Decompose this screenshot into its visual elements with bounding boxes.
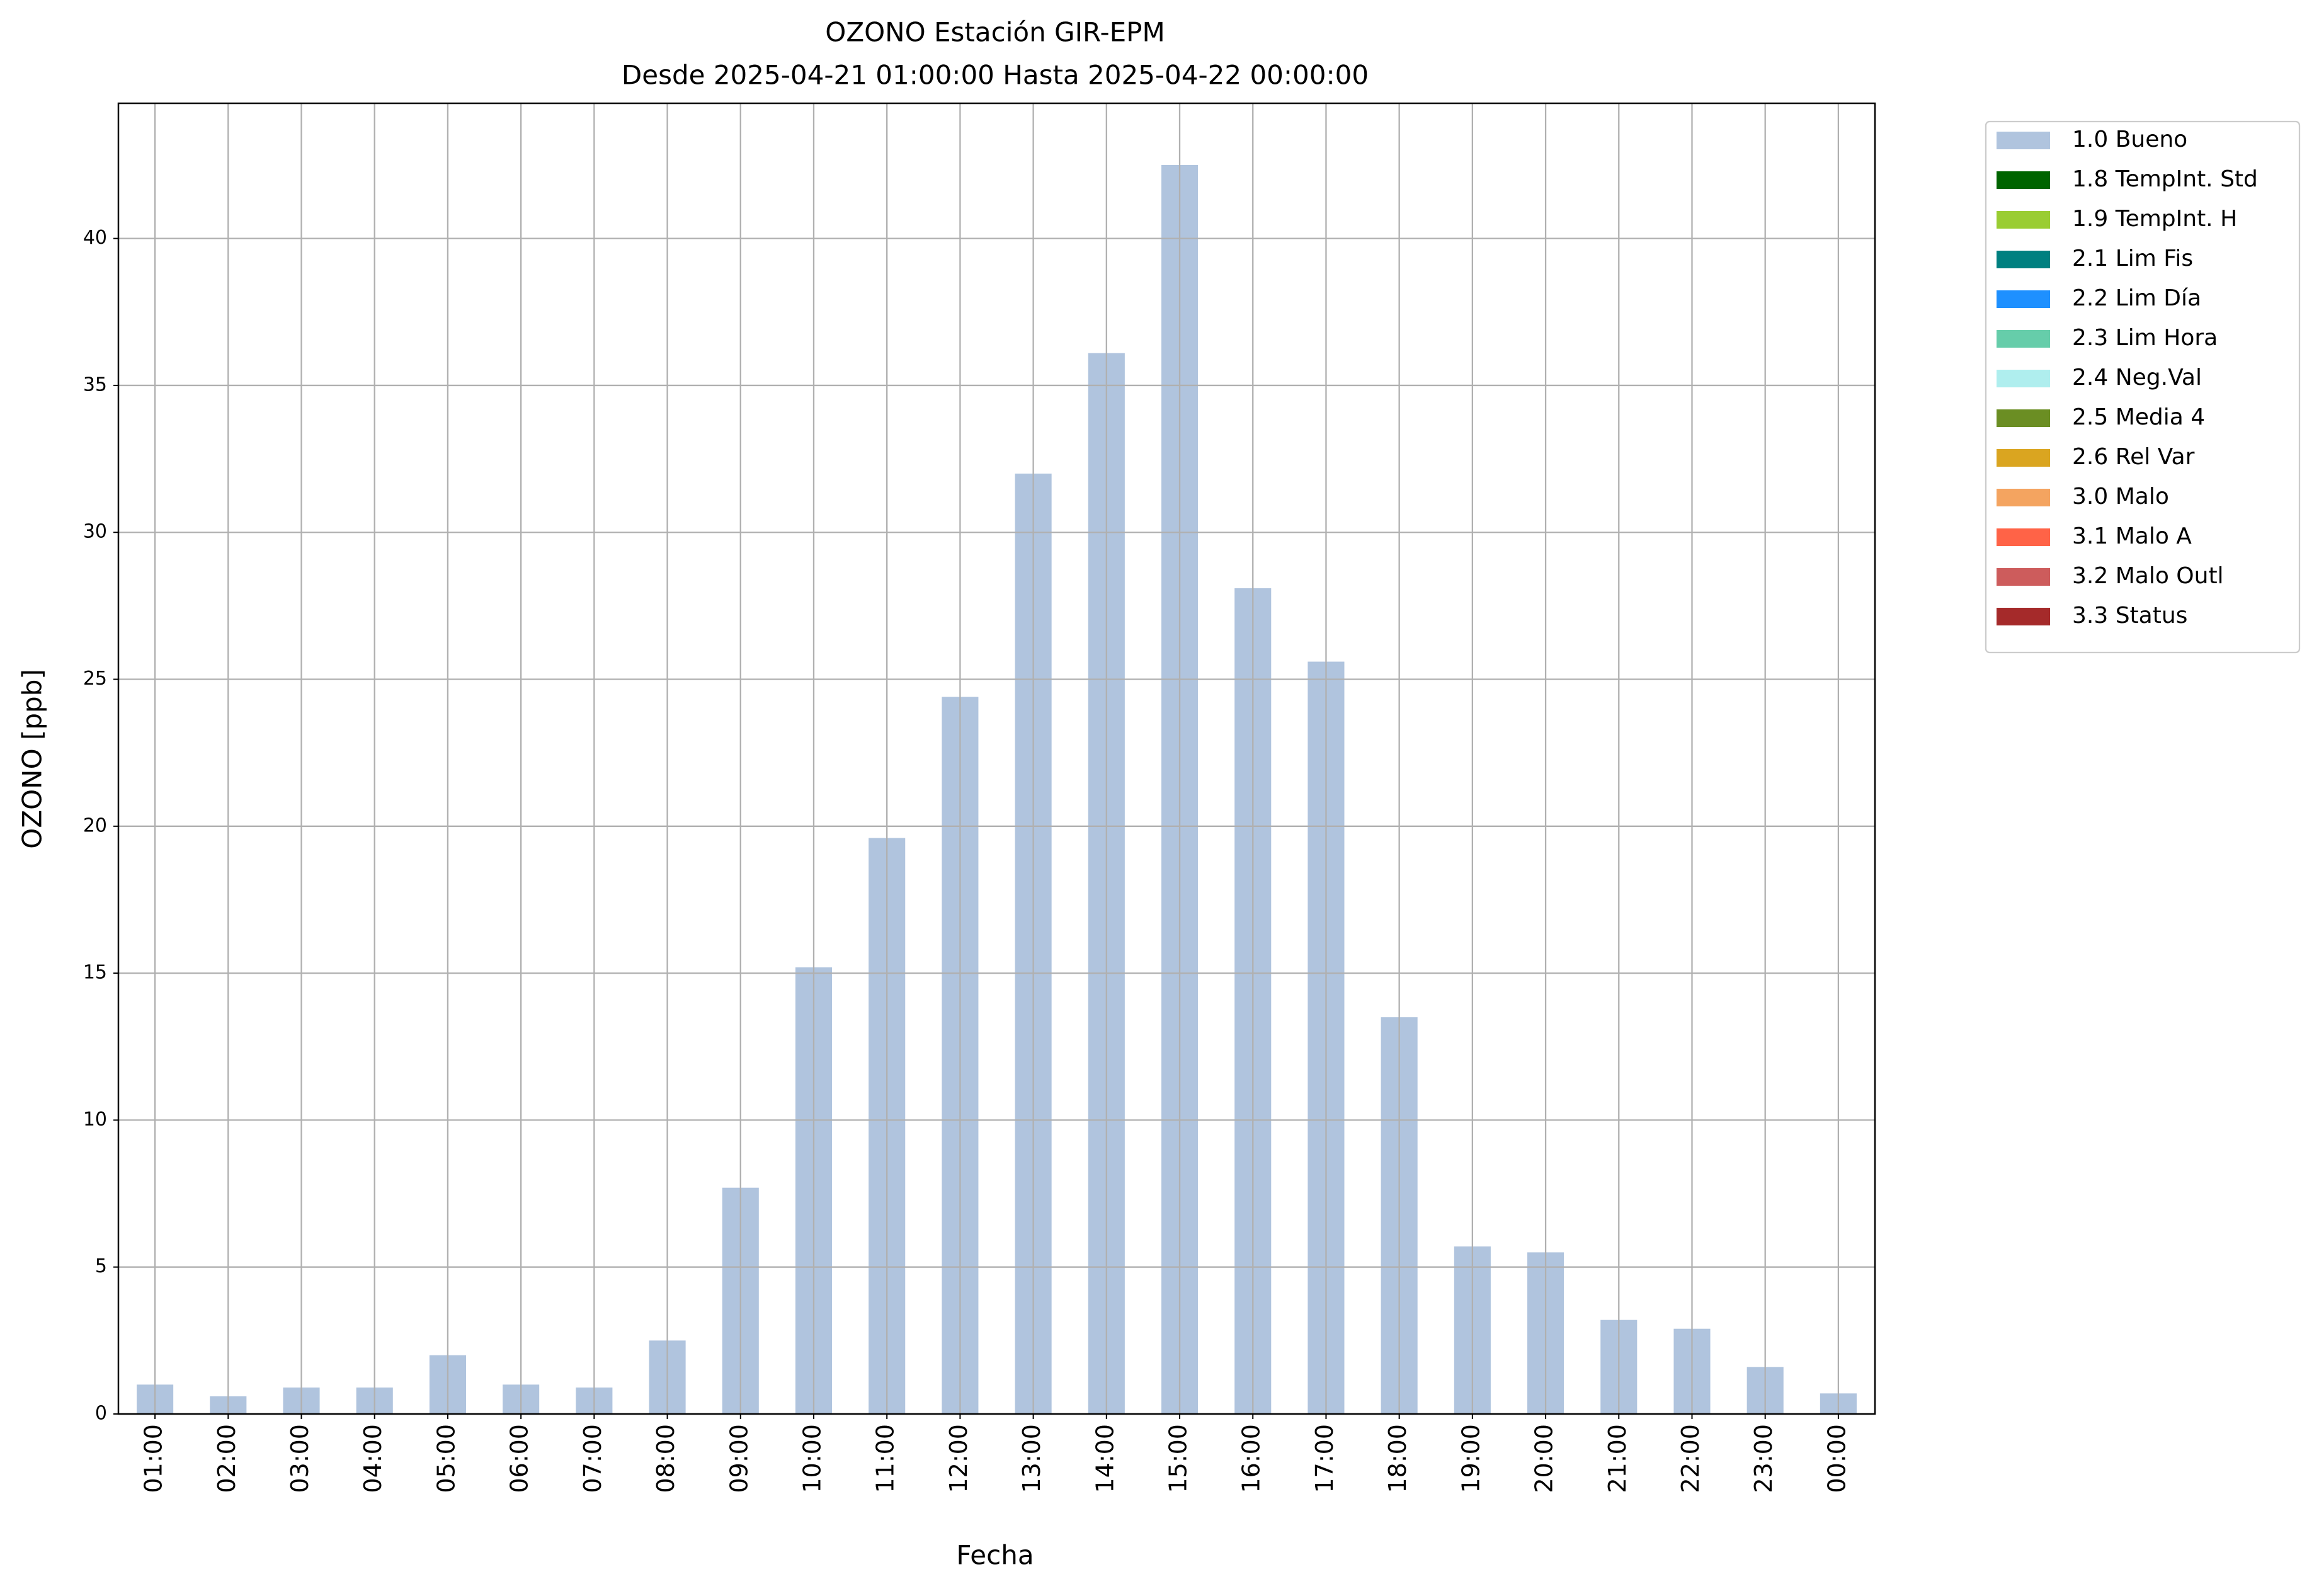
- x-tick-label: 21:00: [1604, 1424, 1631, 1493]
- x-tick-label: 12:00: [945, 1424, 972, 1493]
- legend-swatch: [1997, 409, 2050, 427]
- legend-swatch: [1997, 528, 2050, 546]
- legend-label: 2.4 Neg.Val: [2072, 365, 2202, 390]
- x-tick-label: 08:00: [652, 1424, 680, 1493]
- x-tick-label: 05:00: [432, 1424, 460, 1493]
- legend-label: 1.0 Bueno: [2072, 127, 2187, 152]
- y-tick-label: 20: [83, 814, 107, 836]
- x-tick-label: 19:00: [1457, 1424, 1484, 1493]
- chart-title: OZONO Estación GIR-EPM: [825, 17, 1165, 48]
- x-tick-label: 18:00: [1384, 1424, 1411, 1493]
- y-tick-label: 0: [95, 1403, 107, 1425]
- x-tick-label: 01:00: [140, 1424, 168, 1493]
- x-tick-label: 04:00: [359, 1424, 387, 1493]
- x-tick-label: 10:00: [798, 1424, 826, 1493]
- y-tick-label: 40: [83, 227, 107, 249]
- legend-label: 3.2 Malo Outl: [2072, 563, 2224, 589]
- x-tick-label: 16:00: [1238, 1424, 1265, 1493]
- legend-label: 2.3 Lim Hora: [2072, 325, 2218, 351]
- y-tick-label: 15: [83, 962, 107, 984]
- legend-label: 2.5 Media 4: [2072, 404, 2205, 430]
- legend-swatch: [1997, 251, 2050, 268]
- y-tick-label: 10: [83, 1109, 107, 1131]
- legend-swatch: [1997, 608, 2050, 625]
- x-tick-label: 17:00: [1311, 1424, 1338, 1493]
- legend-label: 2.6 Rel Var: [2072, 444, 2195, 470]
- legend-label: 1.8 TempInt. Std: [2072, 166, 2258, 192]
- legend-swatch: [1997, 290, 2050, 308]
- legend-label: 3.1 Malo A: [2072, 523, 2192, 549]
- y-tick-label: 5: [95, 1255, 107, 1277]
- x-tick-label: 23:00: [1750, 1424, 1777, 1493]
- x-tick-label: 11:00: [872, 1424, 899, 1493]
- legend-swatch: [1997, 568, 2050, 586]
- plot-frame: [117, 102, 1876, 1415]
- legend-swatch: [1997, 489, 2050, 506]
- legend-swatch: [1997, 132, 2050, 149]
- x-tick-label: 07:00: [579, 1424, 607, 1493]
- y-axis-label: OZONO [ppb]: [17, 669, 48, 848]
- x-tick-label: 13:00: [1018, 1424, 1046, 1493]
- legend-label: 3.0 Malo: [2072, 484, 2169, 510]
- legend-label: 3.3 Status: [2072, 603, 2187, 629]
- legend-swatch: [1997, 211, 2050, 229]
- legend-swatch: [1997, 330, 2050, 348]
- legend-swatch: [1997, 171, 2050, 189]
- legend-box: [1985, 120, 2301, 654]
- chart-subtitle: Desde 2025-04-21 01:00:00 Hasta 2025-04-…: [622, 60, 1369, 91]
- legend-swatch: [1997, 449, 2050, 467]
- y-tick-label: 25: [83, 668, 107, 690]
- x-tick-label: 15:00: [1165, 1424, 1192, 1493]
- y-tick-label: 30: [83, 521, 107, 543]
- legend-label: 2.1 Lim Fis: [2072, 246, 2193, 271]
- x-tick-label: 22:00: [1677, 1424, 1704, 1493]
- y-tick-label: 35: [83, 373, 107, 396]
- legend-label: 2.2 Lim Día: [2072, 285, 2201, 311]
- x-tick-label: 00:00: [1823, 1424, 1850, 1493]
- x-tick-label: 20:00: [1530, 1424, 1558, 1493]
- x-tick-label: 14:00: [1091, 1424, 1119, 1493]
- x-tick-label: 02:00: [213, 1424, 241, 1493]
- x-axis-label: Fecha: [956, 1540, 1034, 1571]
- legend-swatch: [1997, 370, 2050, 387]
- legend-label: 1.9 TempInt. H: [2072, 206, 2237, 232]
- x-tick-label: 06:00: [506, 1424, 533, 1493]
- x-tick-label: 09:00: [725, 1424, 753, 1493]
- x-tick-label: 03:00: [286, 1424, 314, 1493]
